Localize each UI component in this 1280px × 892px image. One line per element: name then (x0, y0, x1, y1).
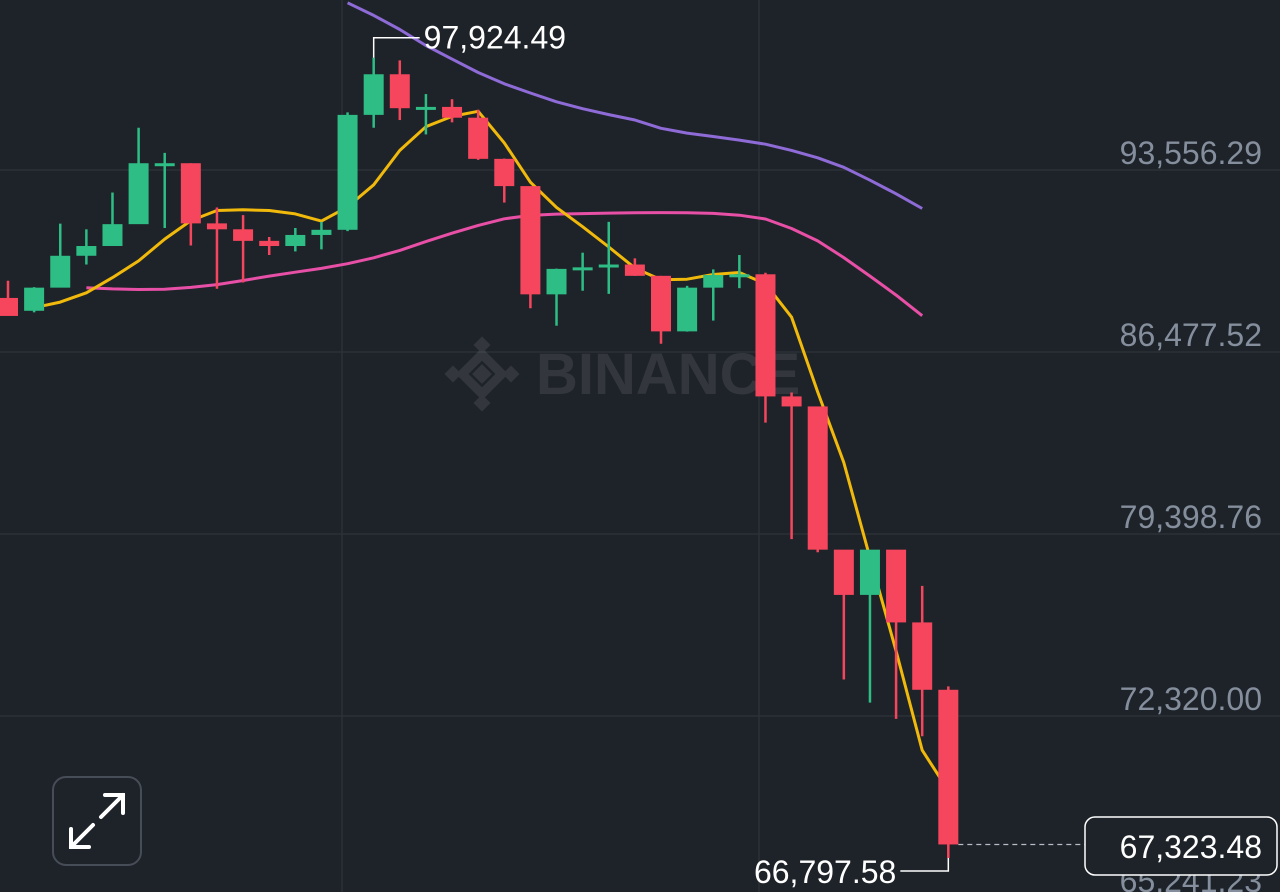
candle-body (154, 163, 175, 167)
candle (442, 99, 463, 123)
candle-body (233, 229, 254, 241)
candle-body (442, 106, 463, 118)
candle-body (128, 163, 149, 225)
candle (494, 158, 515, 203)
candle-body (729, 274, 750, 278)
candle-body (76, 246, 97, 256)
candle (24, 287, 45, 313)
candle (938, 686, 959, 858)
candle (886, 549, 907, 719)
ma-long-line (346, 1, 923, 210)
candle-body (938, 689, 959, 845)
candle-body (363, 74, 384, 115)
candle (311, 221, 332, 250)
candle (50, 223, 71, 288)
candle-body (311, 229, 332, 235)
candles (0, 57, 959, 858)
candle (154, 152, 175, 229)
last-price-box (1084, 816, 1278, 876)
candle (337, 112, 358, 232)
y-tick-label: 93,556.29 (1120, 135, 1262, 171)
candle-body (651, 275, 671, 332)
ma-short-line (33, 109, 950, 792)
binance-watermark: BINANCE (444, 336, 800, 412)
candle-body (259, 240, 280, 247)
candle-body (0, 297, 18, 316)
candle-body (102, 224, 123, 247)
candle (206, 207, 227, 289)
last-price-tag: 67,323.48 (1084, 816, 1278, 876)
candle (833, 549, 854, 680)
price-axis: 93,556.2986,477.5279,398.7672,320.0065,2… (1120, 135, 1262, 892)
candle-body (546, 268, 567, 295)
markers: 97,924.49 66,797.58 (372, 20, 1085, 890)
y-tick-label: 86,477.52 (1120, 317, 1262, 353)
candle (859, 549, 880, 703)
candle-body (206, 223, 227, 230)
candle-body (624, 264, 645, 276)
candle (598, 221, 619, 294)
candle-body (415, 106, 436, 110)
candle-body (859, 549, 880, 595)
candle (546, 268, 567, 326)
candle-body (180, 163, 201, 224)
candle-body (598, 264, 619, 268)
candle-body (807, 406, 828, 550)
candle (651, 275, 671, 344)
candle (520, 186, 541, 309)
candle (703, 269, 724, 321)
candle (102, 192, 123, 247)
candle (624, 258, 645, 276)
high-marker-line (372, 36, 420, 58)
candle-body (781, 396, 802, 407)
binance-logo-icon (444, 336, 520, 412)
candle (912, 585, 933, 737)
candle (233, 215, 254, 283)
y-tick-label: 79,398.76 (1120, 499, 1262, 535)
candle (677, 285, 698, 332)
candle-body (285, 234, 306, 247)
candle (363, 57, 384, 128)
candle-body (389, 74, 410, 109)
candle-body (50, 255, 71, 288)
candle-body (703, 275, 724, 288)
candle-body (833, 549, 854, 595)
candle-body (572, 267, 593, 271)
candle (128, 127, 149, 225)
candle (781, 392, 802, 540)
candle-body (494, 158, 515, 187)
candle (755, 272, 776, 423)
ma-mid-line (86, 211, 924, 317)
y-tick-label: 72,320.00 (1120, 681, 1262, 717)
moving-averages (33, 1, 950, 792)
low-marker-label: 66,797.58 (754, 854, 896, 890)
candle (807, 406, 828, 553)
candle (572, 252, 593, 291)
candle-body (677, 287, 698, 332)
fullscreen-button[interactable] (52, 776, 142, 866)
high-marker-label: 97,924.49 (424, 20, 566, 56)
expand-icon (69, 793, 125, 849)
candle-body (886, 549, 907, 623)
candle-body (755, 274, 776, 397)
candle (468, 109, 489, 160)
candle-body (912, 622, 933, 690)
candle-body (24, 287, 45, 311)
candle-body (337, 114, 358, 230)
last-price-label: 67,323.48 (1120, 829, 1262, 865)
candle (180, 163, 201, 246)
candle (259, 237, 280, 256)
candle-body (520, 186, 541, 295)
candle (415, 94, 436, 135)
candle (729, 255, 750, 289)
candle (76, 229, 97, 265)
candle (0, 280, 18, 316)
candle (285, 228, 306, 252)
candle-body (468, 117, 489, 159)
candle (389, 60, 410, 121)
low-marker-line (900, 857, 950, 872)
